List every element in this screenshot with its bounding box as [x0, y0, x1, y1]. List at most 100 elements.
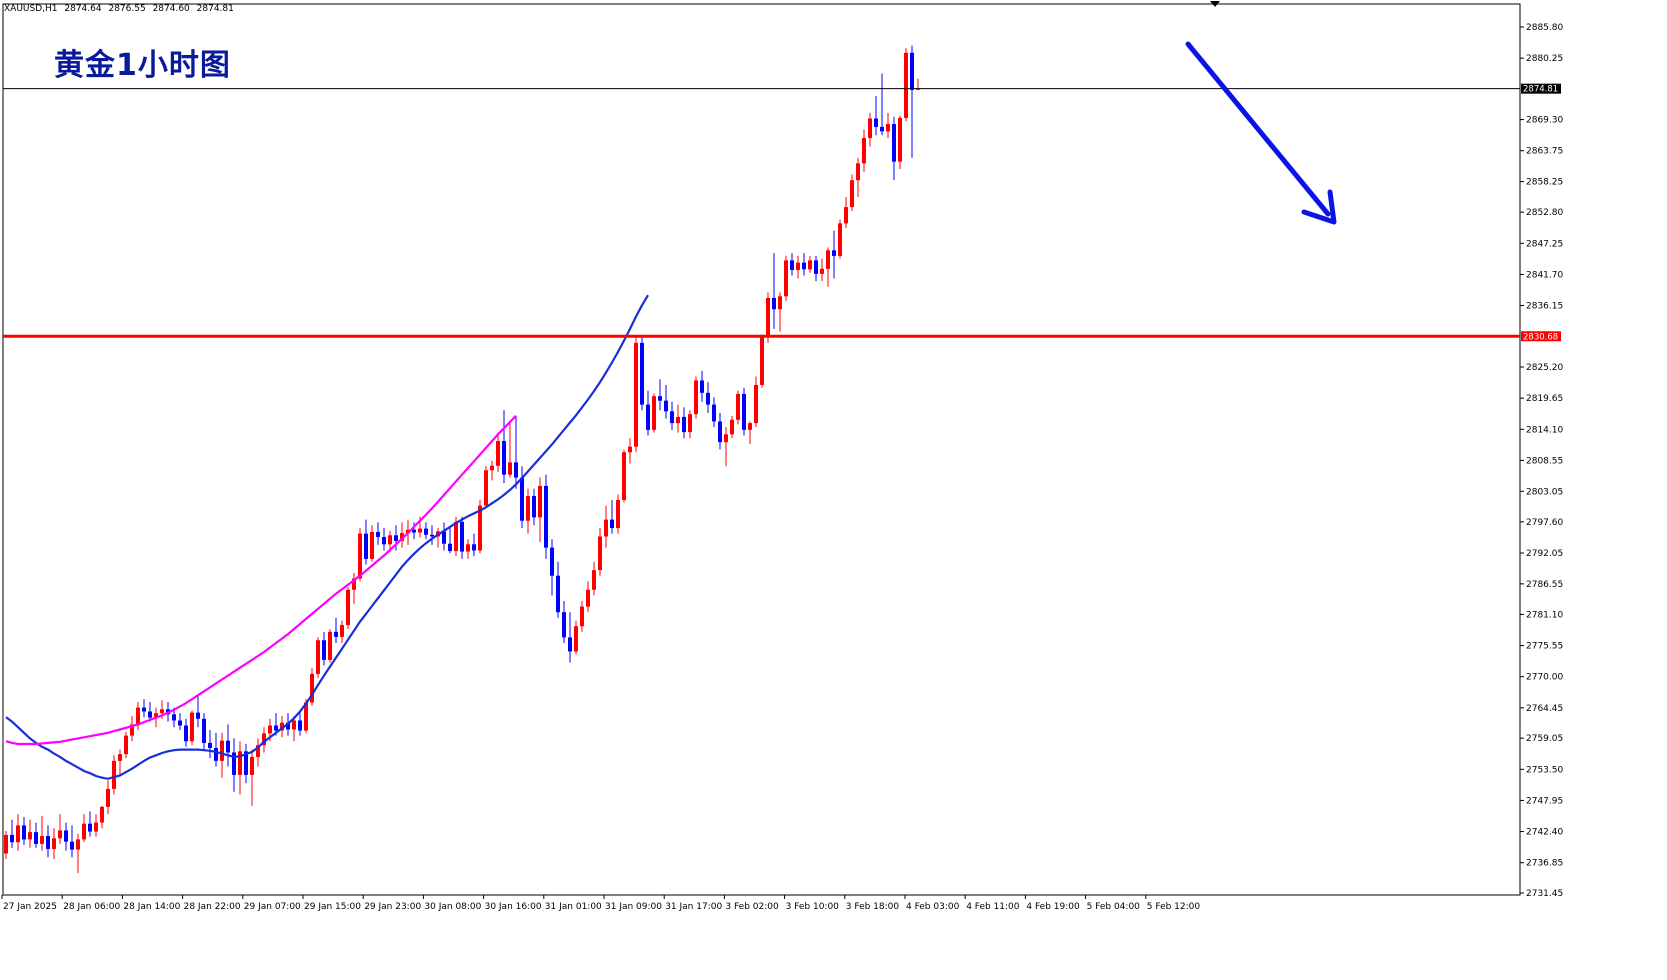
candle-bear [286, 722, 290, 730]
candle-bear [442, 531, 446, 544]
symbol-info-header: XAUUSD,H1 2874.64 2876.55 2874.60 2874.8… [4, 4, 238, 14]
y-tick-label: 2885.80 [1526, 23, 1563, 33]
candle-bull [190, 712, 194, 742]
candle-bear [214, 747, 218, 761]
candle-bear [568, 637, 572, 652]
candle-bear [610, 519, 614, 529]
candle-bull [292, 720, 296, 730]
candle-bear [46, 836, 50, 849]
candle-bear [202, 718, 206, 743]
candle-bull [622, 452, 626, 500]
x-tick-label: 31 Jan 17:00 [665, 902, 722, 912]
chart-title: 黄金1小时图 [54, 48, 231, 83]
candle-bull [508, 462, 512, 475]
candle-bull [268, 725, 272, 734]
resistance-price-tag [1521, 331, 1561, 342]
candle-bull [808, 260, 812, 270]
y-tick-label: 2797.60 [1526, 518, 1563, 528]
x-tick-label: 4 Feb 11:00 [966, 902, 1020, 912]
candle-bear [22, 825, 26, 840]
candle-bear [556, 575, 560, 613]
candle-bull [262, 733, 266, 746]
candle-bull [916, 88, 920, 90]
candle-bull [484, 470, 488, 506]
candle-bear [658, 396, 662, 401]
candle-bear [646, 404, 650, 430]
candle-bull [778, 296, 782, 310]
candle-bull [850, 180, 854, 208]
candle-bear [88, 823, 92, 832]
y-tick-label: 2803.05 [1526, 487, 1563, 497]
y-tick-label: 2736.85 [1526, 859, 1563, 869]
x-tick-label: 4 Feb 19:00 [1026, 902, 1080, 912]
current-price-tag [1521, 83, 1561, 94]
candle-bull [766, 297, 770, 338]
candle-bear [706, 392, 710, 405]
y-tick-label: 2869.30 [1526, 116, 1563, 126]
candle-bull [838, 223, 842, 256]
candle-bear [148, 711, 152, 718]
candle-bear [376, 531, 380, 538]
x-tick-label: 31 Jan 09:00 [605, 902, 662, 912]
candle-bear [664, 400, 668, 412]
candle-bear [34, 832, 38, 844]
candle-bull [388, 535, 392, 545]
candle-bull [628, 446, 632, 453]
candle-bear [64, 830, 68, 842]
x-tick-label: 3 Feb 10:00 [786, 902, 840, 912]
candle-bull [862, 138, 866, 164]
plot-border [2, 3, 1521, 896]
candle-bear [226, 740, 230, 753]
candle-bull [238, 751, 242, 775]
candle-bear [208, 742, 212, 748]
candle-bear [472, 544, 476, 551]
candle-bear [232, 752, 236, 775]
candle-bull [40, 836, 44, 844]
y-tick-label: 2759.05 [1526, 734, 1563, 744]
candle-bull [592, 570, 596, 590]
candle-bull [124, 735, 128, 755]
candle-bull [748, 423, 752, 430]
x-tick-label: 29 Jan 07:00 [244, 902, 301, 912]
candle-bull [76, 839, 80, 850]
candle-bear [544, 485, 548, 548]
moving-average-slow-line [5, 415, 517, 746]
candle-bear [718, 421, 722, 443]
candle-bull [886, 124, 890, 132]
resistance-price-label: 2830.68 [1523, 332, 1558, 342]
y-tick-label: 2747.95 [1526, 796, 1563, 806]
y-tick-label: 2731.45 [1526, 889, 1563, 899]
candle-bear [10, 834, 14, 843]
y-tick-label: 2825.20 [1526, 363, 1563, 373]
candle-bull [478, 505, 482, 551]
candle-bear [196, 712, 200, 719]
candle-bear [178, 720, 182, 726]
candle-bull [346, 589, 350, 626]
candle-bear [814, 260, 818, 274]
candle-bull [898, 117, 902, 162]
symbol-timeframe: XAUUSD,H1 [4, 4, 58, 14]
candle-bull [370, 531, 374, 559]
candle-bear [802, 262, 806, 270]
candle-bear [364, 533, 368, 559]
candle-bull [220, 740, 224, 761]
candle-bear [550, 547, 554, 576]
candle-bull [400, 533, 404, 541]
y-tick-label: 2753.50 [1526, 765, 1563, 775]
x-tick-label: 5 Feb 12:00 [1147, 902, 1201, 912]
candle-bull [52, 838, 56, 849]
candle-bear [892, 124, 896, 162]
candle-bull [652, 396, 656, 430]
candle-bull [538, 485, 542, 518]
shift-marker-icon [1210, 1, 1220, 7]
candle-bear [670, 411, 674, 424]
y-tick-label: 2764.45 [1526, 704, 1563, 714]
y-tick-label: 2781.10 [1526, 610, 1563, 620]
candle-bear [700, 380, 704, 393]
candle-bear [502, 441, 506, 475]
y-tick-label: 2775.55 [1526, 642, 1563, 652]
x-tick-label: 3 Feb 02:00 [725, 902, 779, 912]
candle-bull [118, 754, 122, 761]
